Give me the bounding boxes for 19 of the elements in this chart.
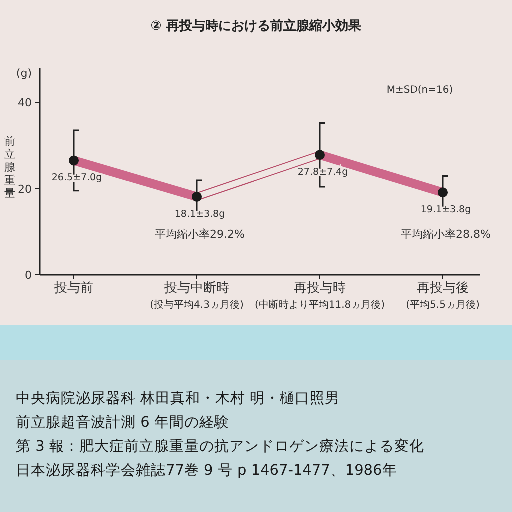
annotation: 平均縮小率29.2%	[155, 228, 245, 242]
y-tick-label: 0	[25, 269, 32, 282]
x-tick-label: 投与前	[54, 281, 94, 296]
annotation: M±SD(n=16)	[386, 85, 454, 96]
x-tick-label: 再投与時 (中断時より平均11.8ヵ月後)	[254, 281, 386, 311]
data-label: 19.1±3.8g	[420, 204, 472, 216]
text: 第 3 報：肥大症前立腺重量の抗アンドロゲン療法による変化	[16, 438, 424, 455]
y-axis-title: 前立腺重量	[4, 135, 16, 200]
text: 前立腺超音波計測 6 年間の経験	[16, 414, 230, 431]
annotation: 平均縮小率28.8%	[401, 228, 491, 242]
text: 中央病院泌尿器科 林田真和・木村 明・樋口照男	[16, 390, 340, 407]
text: 日本泌尿器科学会雑誌77巻 9 号 p 1467-1477、1986年	[16, 462, 398, 479]
x-tick-label: 投与中断時 (投与平均4.3ヵ月後)	[150, 281, 244, 311]
chart-title: ② 再投与時における前立腺縮小効果	[150, 18, 362, 34]
y-tick-label: 20	[18, 182, 32, 196]
text: (g)	[16, 67, 32, 80]
y-tick-label: 40	[18, 96, 32, 110]
data-label: 18.1±3.8g	[174, 208, 226, 220]
x-tick-label: 再投与後 (平均5.5ヵ月後)	[406, 281, 480, 311]
